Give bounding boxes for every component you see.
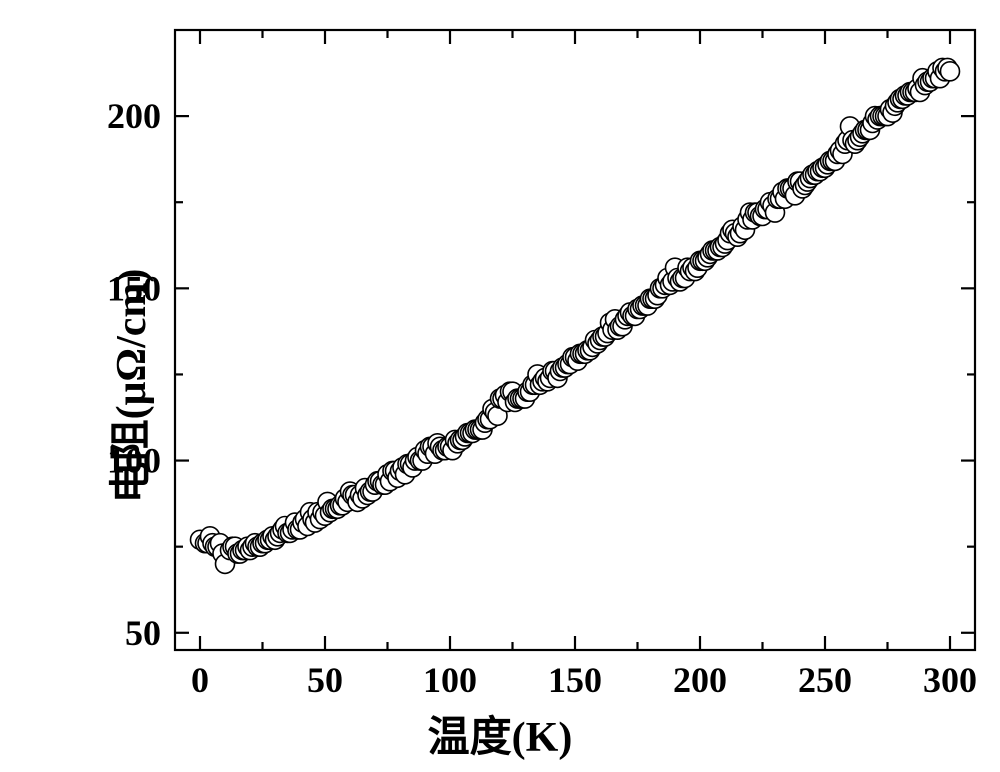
scatter-series xyxy=(191,58,960,573)
x-tick-label: 100 xyxy=(423,660,477,700)
x-tick-label: 250 xyxy=(798,660,852,700)
x-axis-label: 温度(K) xyxy=(428,703,573,764)
x-tick-label: 0 xyxy=(191,660,209,700)
y-tick-label: 200 xyxy=(107,96,161,136)
x-tick-label: 150 xyxy=(548,660,602,700)
scatter-chart: 05010015020025030050100150200 电阻(μΩ/cm) … xyxy=(0,0,1000,772)
x-tick-label: 300 xyxy=(923,660,977,700)
y-axis-label: 电阻(μΩ/cm) xyxy=(97,269,158,504)
x-tick-label: 50 xyxy=(307,660,343,700)
y-tick-label: 50 xyxy=(125,613,161,653)
x-tick-label: 200 xyxy=(673,660,727,700)
